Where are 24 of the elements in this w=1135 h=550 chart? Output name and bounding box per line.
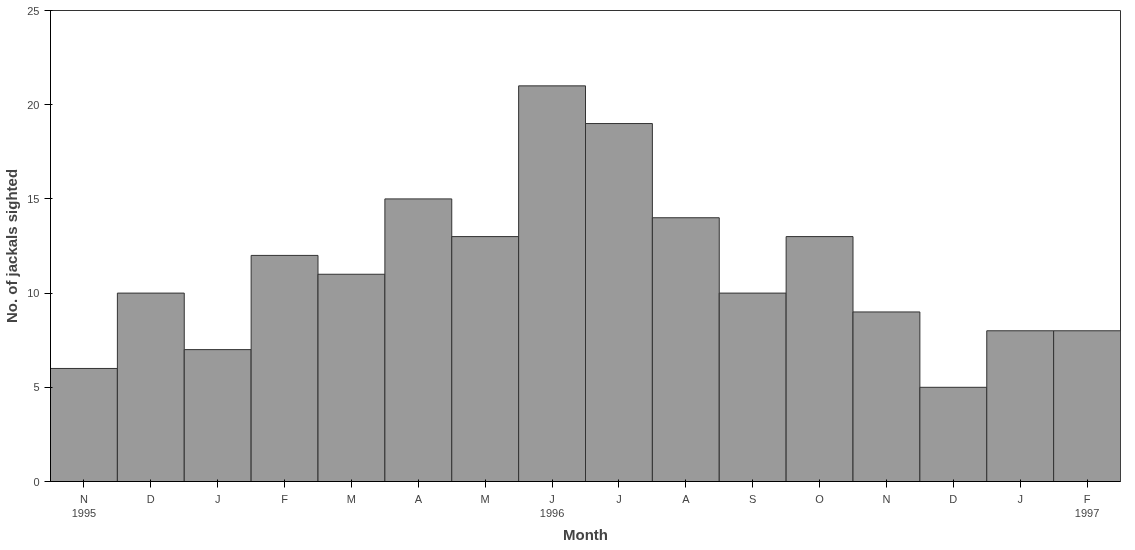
x-tick-label: D — [949, 492, 958, 505]
y-tick-label: 20 — [27, 98, 40, 111]
x-tick-label: A — [414, 492, 423, 505]
x-tick-label: D — [146, 492, 155, 505]
x-tick-label: N — [882, 492, 891, 505]
x-axis-title: Month — [563, 525, 608, 543]
x-tick-label: J 1996 — [539, 492, 565, 519]
y-tick-label: 0 — [33, 475, 40, 488]
x-tick-label: J — [214, 492, 221, 505]
y-tick-label: 5 — [33, 381, 40, 394]
x-tick-label: N 1995 — [71, 492, 97, 519]
x-tick-label: S — [749, 492, 757, 505]
x-tick-label: F 1997 — [1074, 492, 1100, 519]
y-tick-label: 25 — [27, 4, 40, 17]
x-tick-label: M — [346, 492, 357, 505]
x-tick-label: J — [1017, 492, 1023, 505]
x-tick-label: M — [480, 492, 490, 505]
x-tick-label: A — [682, 492, 691, 505]
x-tick-label: F — [281, 492, 289, 505]
x-tick-label: O — [815, 492, 825, 505]
x-tick-label: J — [616, 492, 622, 505]
y-tick-label: 10 — [27, 287, 40, 300]
y-axis-title: No. of jackals sighted — [3, 168, 21, 324]
y-tick-label: 15 — [27, 192, 40, 205]
